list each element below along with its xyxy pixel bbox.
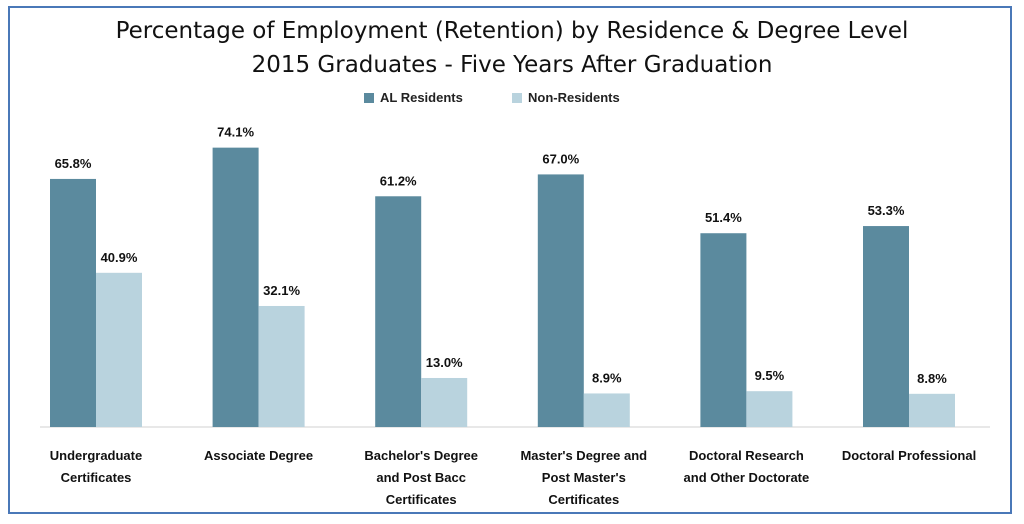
data-label-non-residents-3: 8.9% (592, 370, 622, 385)
bar-non-residents-4 (746, 391, 793, 427)
category-label-3-line-1: Post Master's (542, 470, 626, 485)
data-label-al-residents-1: 74.1% (217, 125, 254, 140)
legend-item-al-residents: AL Residents (364, 90, 463, 105)
bar-non-residents-1 (258, 305, 305, 427)
bar-non-residents-3 (583, 393, 630, 427)
bar-non-residents-0 (96, 272, 142, 427)
legend-swatch-non-residents (512, 92, 522, 103)
data-label-non-residents-4: 9.5% (755, 368, 785, 383)
category-label-0-line-0: Undergraduate (50, 448, 142, 463)
category-label-5-line-0: Doctoral Professional (842, 448, 976, 463)
bar-al-residents-0 (50, 178, 96, 427)
data-label-non-residents-2: 13.0% (426, 355, 463, 370)
bar-al-residents-2 (375, 196, 422, 427)
data-label-non-residents-1: 32.1% (263, 283, 300, 298)
data-label-al-residents-2: 61.2% (380, 173, 417, 188)
category-label-2-line-2: Certificates (386, 492, 457, 507)
category-label-3-line-2: Certificates (548, 492, 619, 507)
chart-legend: AL Residents Non-Residents (0, 90, 1024, 110)
data-label-al-residents-4: 51.4% (705, 210, 742, 225)
chart-frame (8, 6, 1012, 514)
legend-item-non-residents: Non-Residents (512, 90, 620, 105)
bar-al-residents-5 (863, 226, 909, 427)
legend-label-non-residents: Non-Residents (528, 90, 620, 105)
bar-non-residents-5 (909, 393, 955, 427)
chart-subtitle: 2015 Graduates - Five Years After Gradua… (251, 52, 773, 78)
category-label-3-line-0: Master's Degree and (520, 448, 647, 463)
category-label-2-line-1: and Post Bacc (376, 470, 466, 485)
data-label-al-residents-5: 53.3% (868, 203, 905, 218)
chart-title: Percentage of Employment (Retention) by … (115, 18, 909, 44)
bar-al-residents-3 (537, 174, 584, 427)
data-label-non-residents-0: 40.9% (101, 250, 138, 265)
bar-non-residents-2 (421, 377, 468, 427)
data-label-al-residents-0: 65.8% (55, 156, 92, 171)
legend-swatch-al-residents (364, 92, 374, 103)
bar-al-residents-4 (700, 233, 747, 427)
data-label-non-residents-5: 8.8% (917, 371, 947, 386)
category-label-2-line-0: Bachelor's Degree (364, 448, 478, 463)
category-label-4-line-1: and Other Doctorate (684, 470, 810, 485)
category-label-1-line-0: Associate Degree (204, 448, 313, 463)
legend-label-al-residents: AL Residents (380, 90, 463, 105)
data-label-al-residents-3: 67.0% (542, 151, 579, 166)
category-label-4-line-0: Doctoral Research (689, 448, 804, 463)
category-label-0-line-1: Certificates (61, 470, 132, 485)
bar-al-residents-1 (212, 147, 259, 427)
